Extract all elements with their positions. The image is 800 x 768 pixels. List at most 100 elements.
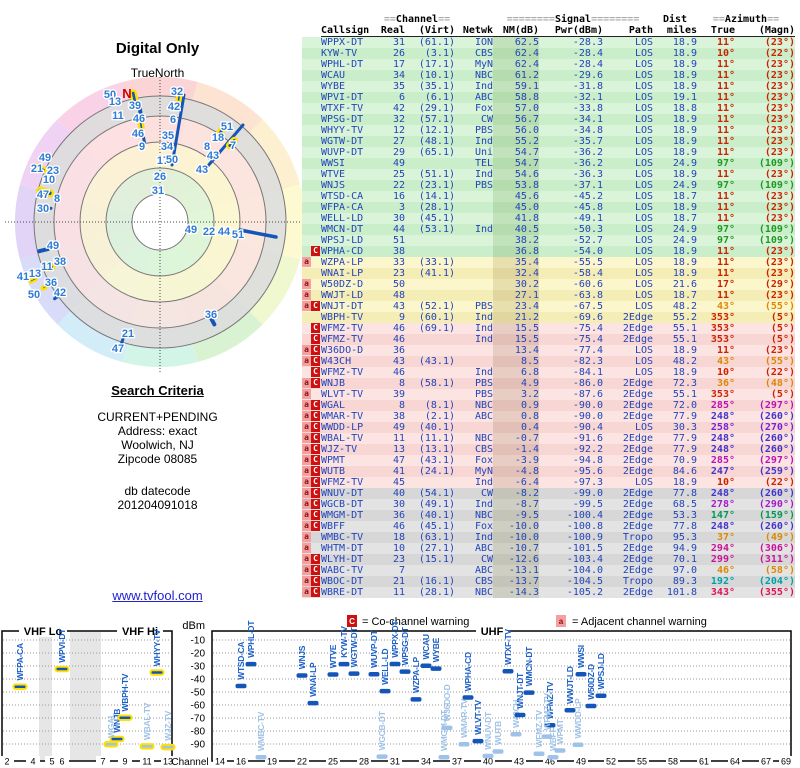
radar-channel-label: 8 — [54, 193, 60, 205]
radar-channel-label: 46 — [132, 128, 144, 140]
azimuth-group-header: ==Azimuth== — [712, 14, 780, 25]
callsign-cell: WPHL-DT — [321, 59, 379, 70]
station-label: WGAL — [106, 713, 116, 738]
station-label: WGCB-DT — [377, 710, 387, 750]
co-channel-warning-badge: C — [311, 246, 320, 256]
adjacent-warning-badge: a — [302, 477, 311, 487]
station-bar — [149, 669, 165, 676]
adjacent-warning-badge: a — [302, 290, 311, 300]
vhf-gap-band — [70, 632, 101, 760]
channel-tick-label: 25 — [328, 757, 338, 767]
callsign-cell: WNAI-LP — [321, 268, 379, 279]
callsign-cell: WLVT-TV — [321, 389, 379, 400]
station-bar — [327, 672, 339, 677]
site-link-wrap: www.tvfool.com — [0, 588, 315, 603]
callsign-cell: WGAL — [321, 400, 379, 411]
adjacent-warning-badge: a — [302, 433, 311, 443]
channel-tick-label: 4 — [30, 757, 35, 767]
channel-tick-bg — [512, 756, 526, 766]
station-bar — [523, 690, 535, 695]
channel-tick-label: 28 — [359, 757, 369, 767]
radar-channel-label: 22 — [203, 226, 215, 238]
radar-channel-label: 18 — [212, 132, 224, 144]
channel-tick-bg — [697, 756, 711, 766]
callsign-cell: WGCB-DT — [321, 499, 379, 510]
station-label: WWDD-LP — [573, 698, 583, 739]
callsign-cell: WFMZ-TV — [321, 367, 379, 378]
table-row: a C WMAR-TV 38 (2.1) ABC 0.8 -90.0 2Edge 77.9 248°… — [302, 411, 795, 422]
radar-station-bar — [32, 162, 48, 174]
station-bar — [338, 661, 350, 667]
station-bar — [502, 668, 514, 674]
table-row: WMCN-DT 44 (53.1) Ind 40.5 -50.3 LOS 24.9 97° (10… — [302, 224, 795, 235]
table-row: a C WGAL 8 (8.1) NBC 0.9 -90.0 2Edge 72.0 285° (297… — [302, 400, 795, 411]
radar-channel-label: 43 — [196, 164, 208, 176]
radar-channel-label: 17 — [157, 155, 169, 167]
table-row: a C WABC-TV 7 ABC -13.1 -104.0 2Edge 97.0 46° (58°… — [302, 565, 795, 576]
callsign-cell: WBAL-TV — [321, 433, 379, 444]
radar-channel-label: 50 — [104, 89, 116, 101]
station-bar — [255, 755, 267, 760]
co-channel-warning-badge: C — [311, 510, 320, 520]
tvfool-link[interactable]: www.tvfool.com — [112, 588, 203, 603]
radar-station-bar — [44, 263, 56, 273]
callsign-cell: WFMZ-TV — [321, 323, 379, 334]
channel-tick-label: 34 — [421, 757, 431, 767]
table-row: a C WPMT 47 (43.1) Fox -3.9 -94.8 2Edge 70.9 285°(… — [302, 455, 795, 466]
dbm-tick-label: -20 — [191, 649, 206, 660]
channel-tick-bg — [419, 756, 433, 766]
radar-channel-label: 7 — [230, 140, 236, 152]
station-label: WBFF — [548, 728, 558, 751]
table-row: WBPH-TV 9 (60.1) Ind 21.2 -69.6 2Edge 55.2 353°(… — [302, 312, 795, 323]
callsign-cell: WMCN-DT — [321, 224, 379, 235]
station-bar — [572, 742, 584, 748]
adjacent-legend-symbol: a — [559, 617, 564, 626]
dbm-tick-label: -40 — [191, 675, 206, 686]
co-channel-warning-badge: C — [311, 334, 320, 344]
channel-tick-label: 69 — [781, 757, 791, 767]
radar-channel-label: 49 — [185, 224, 197, 236]
table-row: WGTW-DT 27 (48.1) Ind 55.2 -35.7 LOS 18.9 11° (23… — [302, 136, 795, 147]
station-label: W50DZ-D — [586, 664, 596, 700]
station-bar — [595, 693, 607, 699]
table-row: a WHTM-DT 10 (27.1) ABC -10.7 -101.5 2Edge 94.9 2… — [302, 543, 795, 554]
callsign-cell: WPSJ-LD — [321, 235, 379, 246]
radar-channel-label: 51 — [232, 229, 244, 241]
db-datecode-label: db datecode — [124, 484, 191, 498]
callsign-cell: WBOC-DT — [321, 576, 379, 587]
co-channel-legend-text: = Co-channel warning — [362, 616, 469, 628]
station-bar — [585, 703, 597, 709]
radar-channel-label: 30 — [37, 203, 49, 215]
channel-tick-label: 52 — [606, 757, 616, 767]
dbm-tick-label: -30 — [191, 662, 206, 673]
co-channel-warning-badge: C — [311, 345, 320, 355]
table-row: a C WNJB 8 (58.1) PBS 4.9 -86.0 2Edge 72.3 36° (48°… — [302, 378, 795, 389]
radar-channel-label: 10 — [43, 174, 55, 186]
radar-channel-label: 50 — [166, 154, 178, 166]
radar-station-bar — [53, 293, 61, 301]
station-label: WHYY-TV — [152, 629, 162, 666]
adjacent-warning-badge: a — [302, 378, 311, 388]
station-bar — [575, 672, 587, 677]
station-label: WFMZ-TV — [542, 693, 552, 731]
station-bar — [245, 661, 257, 667]
station-table-body: WPPX-DT 31 (61.1) ION 62.5 -28.3 LOS 18.9 11° (23… — [302, 36, 795, 598]
co-channel-warning-badge: C — [311, 411, 320, 421]
station-bar — [533, 751, 545, 756]
station-bar — [564, 707, 576, 713]
station-label: WMAR-TV — [459, 698, 469, 738]
station-label: WWJT-LD — [565, 666, 575, 704]
radar-station-bar — [35, 186, 55, 198]
station-bar — [235, 683, 247, 689]
radar-station-bar — [28, 276, 38, 284]
station-label: KYW-TV — [339, 626, 349, 658]
radar-channel-label: 42 — [168, 101, 180, 113]
station-label: WUTB — [493, 721, 503, 745]
co-channel-warning-badge: C — [311, 587, 320, 597]
table-row: WHYY-TV 12 (12.1) PBS 56.0 -34.8 LOS 18.9 11° (23… — [302, 125, 795, 136]
table-row: a C WLYH-DT 23 (15.1) CW -12.6 -103.4 2Edge 70.1 2… — [302, 554, 795, 565]
station-bar — [117, 714, 133, 721]
table-row: WPVI-DT 6 (6.1) ABC 58.8 -32.1 LOS 19.1 11° (23°) — [302, 92, 795, 103]
table-row: WTXF-TV 42 (29.1) Fox 57.0 -33.8 LOS 18.8 11° (23… — [302, 103, 795, 114]
